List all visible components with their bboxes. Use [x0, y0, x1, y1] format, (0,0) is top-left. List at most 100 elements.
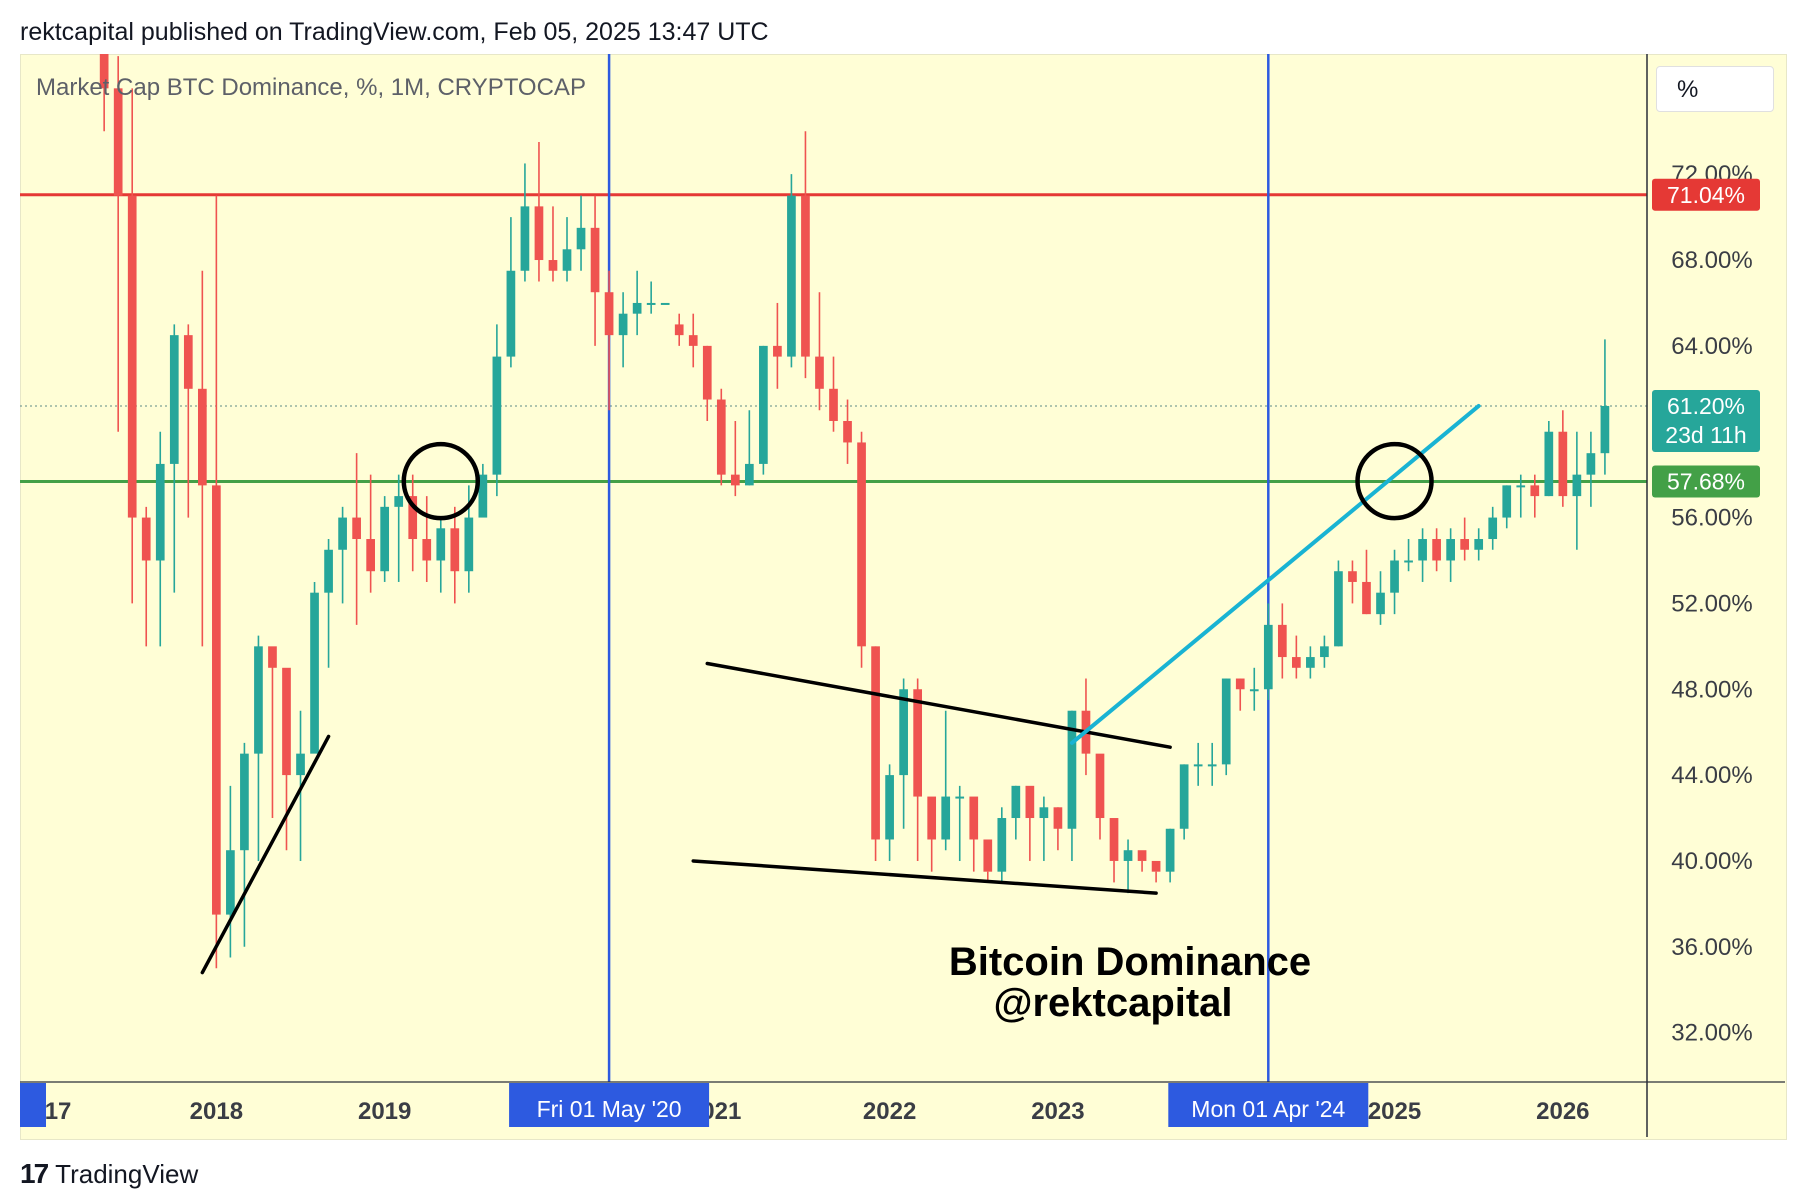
candle-body: [1011, 785, 1021, 819]
candle: [857, 431, 866, 668]
candle-body: [1137, 850, 1147, 861]
candle: [492, 324, 502, 497]
candle-body: [1151, 860, 1161, 872]
candle: [899, 678, 908, 829]
candle: [436, 517, 446, 593]
candle-body: [226, 850, 235, 915]
current-price-tag-label: 61.20%: [1667, 393, 1745, 419]
candle: [983, 839, 993, 883]
candle-body: [646, 302, 656, 305]
candle-body: [1334, 571, 1343, 647]
x-tick-label: 2026: [1536, 1098, 1589, 1125]
candle-body: [1249, 689, 1259, 692]
candle-body: [141, 517, 151, 561]
series-label: Market Cap BTC Dominance, %, 1M, CRYPTOC…: [36, 74, 586, 101]
candle-body: [1095, 753, 1105, 819]
y-tick-label: 56.00%: [1671, 505, 1752, 532]
candlestick-chart[interactable]: Bitcoin Dominance@rektcapital72.00%68.00…: [0, 0, 1794, 1150]
candle: [885, 764, 894, 861]
candle: [1586, 431, 1596, 507]
candle-body: [183, 335, 193, 389]
candle: [1235, 678, 1245, 711]
candle: [759, 345, 768, 475]
candle-body: [492, 356, 502, 475]
candle-body: [1586, 453, 1596, 475]
candle-body: [730, 474, 740, 486]
candle-body: [997, 818, 1007, 872]
candle-body: [99, 54, 109, 89]
unit-button[interactable]: %: [1656, 66, 1774, 112]
candle-body: [1516, 485, 1526, 488]
candle: [1207, 742, 1217, 786]
candle: [1488, 506, 1498, 550]
candle: [1039, 796, 1049, 861]
candle-body: [716, 399, 726, 475]
candle: [843, 399, 852, 464]
candle: [268, 646, 277, 819]
candle-body: [422, 539, 432, 561]
candle-body: [604, 292, 614, 336]
candle-body: [1432, 539, 1441, 561]
y-tick-label: 48.00%: [1671, 676, 1752, 703]
candle: [127, 88, 137, 604]
candle: [240, 742, 249, 947]
candle-body: [240, 753, 249, 851]
y-tick-label: 32.00%: [1671, 1020, 1752, 1047]
marker-date-chip: [509, 1083, 710, 1127]
candle: [604, 270, 614, 411]
x-tick-label: 2018: [190, 1098, 243, 1125]
candle-body: [955, 796, 965, 799]
candle: [1306, 646, 1315, 679]
candle: [1530, 474, 1540, 518]
y-tick-label: 44.00%: [1671, 762, 1752, 789]
candle-body: [169, 335, 179, 464]
candle-body: [197, 388, 207, 486]
candle-body: [380, 506, 390, 572]
candle-body: [394, 496, 404, 507]
candle-body: [1235, 678, 1245, 690]
trendline-lower-wedge: [691, 859, 1158, 895]
candle-body: [660, 302, 670, 305]
candle-body: [829, 388, 838, 421]
candle: [1446, 528, 1455, 582]
resistance-tag: [1652, 178, 1760, 211]
candle-body: [618, 313, 628, 336]
marker-date-label: Fri 01 May '20: [537, 1096, 682, 1122]
candle-body: [1179, 764, 1189, 829]
candle: [520, 163, 530, 282]
candle: [534, 141, 544, 282]
candle-body: [1263, 624, 1273, 690]
candle-body: [338, 517, 347, 550]
candle-body: [1474, 539, 1484, 550]
candle-body: [352, 517, 361, 540]
candle-body: [1039, 807, 1049, 819]
candle: [1502, 485, 1512, 529]
annotation-title: Bitcoin Dominance: [949, 940, 1311, 984]
candle: [1151, 860, 1161, 883]
candle-body: [1572, 474, 1582, 497]
candle: [394, 474, 404, 582]
candle-body: [254, 646, 263, 754]
candle-body: [450, 528, 460, 572]
candle-body: [843, 420, 852, 443]
candle-body: [436, 528, 446, 561]
circle-2025-retest: [1355, 441, 1434, 521]
candle-body: [1390, 560, 1399, 593]
candle: [1193, 742, 1203, 786]
current-price-tag: [1652, 389, 1760, 452]
candle: [660, 302, 670, 305]
candle: [1011, 785, 1021, 840]
candle: [646, 281, 656, 314]
candle: [1025, 785, 1035, 861]
candle: [674, 313, 684, 346]
candle: [548, 206, 558, 282]
candle-body: [506, 270, 516, 357]
candle-body: [1165, 828, 1175, 872]
candle: [1320, 635, 1329, 668]
candle-body: [941, 796, 951, 840]
publish-info: rektcapital published on TradingView.com…: [20, 18, 769, 46]
candle: [562, 217, 572, 282]
candle: [1376, 571, 1385, 625]
candle-body: [1025, 785, 1035, 819]
candle: [169, 324, 179, 593]
